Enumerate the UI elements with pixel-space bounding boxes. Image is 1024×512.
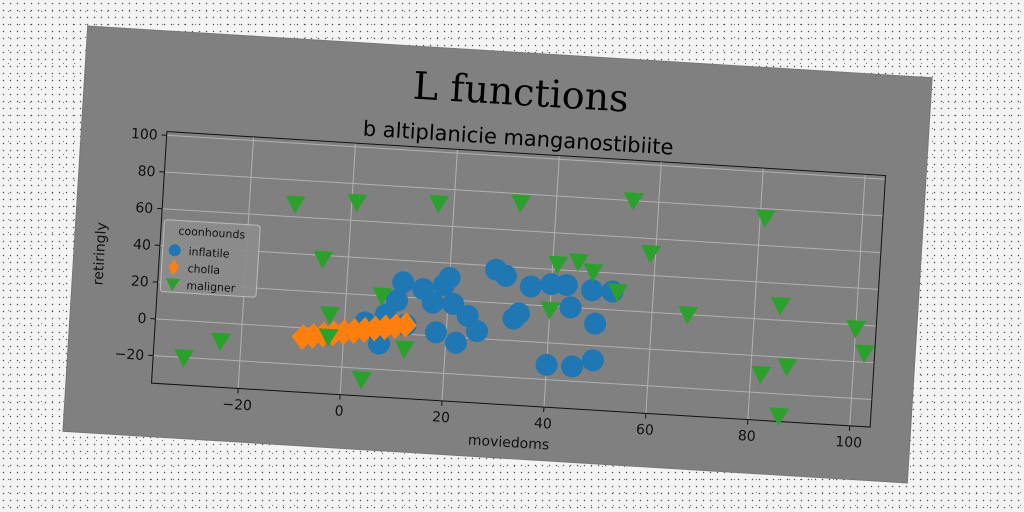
inflatile-point — [424, 321, 447, 344]
inflatile-point — [581, 279, 604, 302]
inflatile-point — [438, 266, 461, 289]
y-axis-label: retiringly — [90, 222, 110, 286]
inflatile-point — [561, 355, 584, 378]
maligner-point — [777, 358, 798, 377]
legend-marker-inflatile — [168, 244, 181, 257]
maligner-point — [770, 296, 791, 316]
y-grid-line — [153, 355, 872, 401]
inflatile-point — [421, 291, 444, 314]
y-tick-label: −20 — [114, 346, 144, 364]
maligner-point — [511, 194, 532, 213]
legend-marker-maligner — [165, 278, 180, 292]
y-grid-line — [166, 134, 886, 180]
maligner-point — [846, 319, 867, 339]
maligner-point — [174, 348, 195, 368]
maligner-point — [678, 305, 699, 325]
x-tick-label: 100 — [835, 434, 863, 452]
maligner-point — [429, 194, 450, 214]
maligner-point — [583, 263, 604, 282]
legend-label-inflatile: inflatile — [188, 245, 230, 260]
inflatile-point — [555, 274, 578, 297]
inflatile-point — [535, 353, 558, 376]
x-tick-label: 20 — [432, 409, 451, 426]
inflatile-point — [494, 264, 517, 287]
x-grid-line — [339, 143, 356, 395]
x-tick-label: 0 — [334, 403, 344, 420]
maligner-point — [211, 332, 232, 352]
maligner-point — [318, 328, 339, 347]
inflatile-point — [519, 275, 542, 298]
y-tick-label: 100 — [130, 126, 158, 144]
y-tick-label: 20 — [130, 274, 149, 291]
x-tick-label: 60 — [635, 422, 654, 439]
inflatile-point — [584, 312, 607, 335]
maligner-point — [548, 255, 569, 275]
maligner-point — [540, 301, 561, 320]
data-points — [174, 192, 875, 426]
chart-legend: coonhounds inflatile cholla maligner — [159, 219, 261, 298]
x-grid-line — [645, 161, 662, 414]
x-grid-line — [849, 174, 866, 426]
chart-title: L functions — [412, 64, 630, 121]
y-tick-label: 40 — [133, 237, 152, 254]
maligner-point — [372, 287, 393, 306]
y-grid-line — [164, 171, 884, 217]
inflatile-point — [386, 289, 409, 312]
y-grid-line — [159, 244, 879, 290]
inflatile-point — [465, 320, 488, 343]
x-tick-label: −20 — [222, 396, 252, 414]
maligner-point — [394, 340, 415, 359]
legend-label-cholla: cholla — [187, 262, 220, 277]
maligner-point — [347, 193, 368, 213]
inflatile-point — [444, 331, 467, 354]
maligner-point — [854, 344, 875, 363]
maligner-point — [755, 209, 776, 228]
maligner-point — [623, 192, 644, 211]
inflatile-point — [507, 302, 530, 325]
maligner-point — [568, 253, 589, 272]
y-tick-label: 80 — [137, 163, 156, 180]
chart-figure: L functions b altiplanicie manganostibii… — [63, 26, 932, 483]
x-axis-label: moviedoms — [467, 433, 549, 454]
y-tick-label: 0 — [137, 311, 147, 328]
maligner-point — [641, 244, 662, 264]
x-tick-label: 80 — [737, 428, 756, 445]
maligner-point — [769, 407, 790, 426]
inflatile-point — [442, 292, 465, 315]
legend-box — [159, 219, 261, 298]
legend-marker-cholla — [168, 259, 179, 276]
series-inflatile — [353, 258, 624, 378]
legend-title: coonhounds — [178, 224, 246, 241]
maligner-point — [313, 250, 334, 270]
y-grid-line — [162, 208, 881, 254]
maligner-point — [351, 370, 372, 390]
plot-area-frame — [150, 131, 887, 428]
maligner-point — [285, 195, 306, 214]
inflatile-point — [392, 271, 415, 294]
legend-label-maligner: maligner — [186, 279, 236, 295]
maligner-point — [320, 306, 341, 325]
maligner-point — [751, 365, 772, 385]
series-cholla — [291, 311, 417, 351]
inflatile-point — [559, 296, 582, 319]
x-tick-label: 40 — [534, 416, 553, 433]
series-maligner — [174, 192, 875, 426]
axis-ticks: −20 0 20 40 60 80 100 −20 0 20 40 60 80 100 — [114, 126, 863, 452]
maligner-point — [608, 283, 628, 302]
y-tick-label: 60 — [135, 200, 154, 217]
inflatile-point — [581, 349, 604, 372]
grid-lines — [153, 134, 886, 426]
chart-svg: L functions b altiplanicie manganostibii… — [90, 64, 887, 454]
y-grid-line — [155, 318, 875, 364]
cholla-point — [394, 311, 417, 338]
